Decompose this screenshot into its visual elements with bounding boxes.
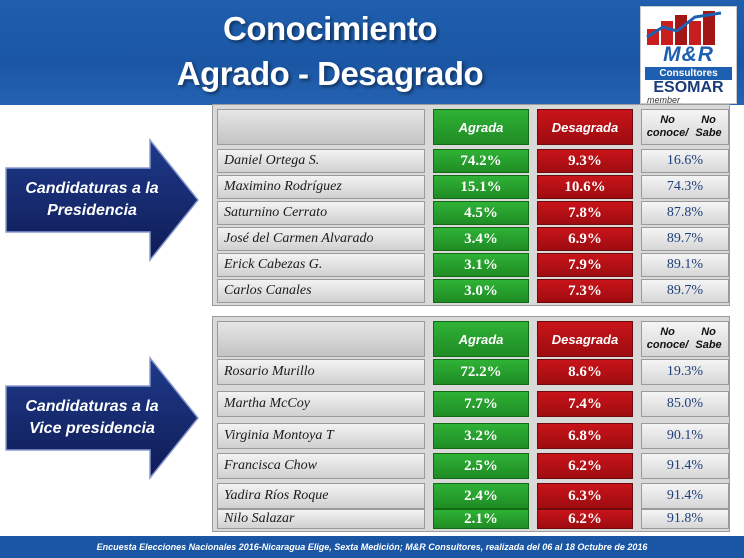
arrow-right-icon <box>5 138 199 262</box>
desagrada-value: 6.2% <box>537 509 633 529</box>
desagrada-value: 7.8% <box>537 201 633 225</box>
header-agrada: Agrada <box>433 109 529 145</box>
candidate-name: Martha McCoy <box>217 391 425 417</box>
candidate-name: Saturnino Cerrato <box>217 201 425 225</box>
no-conoce-value: 91.4% <box>641 453 729 479</box>
no-conoce-value: 90.1% <box>641 423 729 449</box>
agrada-value: 3.4% <box>433 227 529 251</box>
desagrada-value: 7.4% <box>537 391 633 417</box>
desagrada-value: 9.3% <box>537 149 633 173</box>
header-no-conoce-line1: No conoce/ <box>646 114 689 139</box>
table-row: Maximino Rodríguez 15.1% 10.6% 74.3% <box>217 175 729 199</box>
desagrada-value: 6.2% <box>537 453 633 479</box>
header-banner: Conocimiento Agrado - Desagrado <box>0 0 744 105</box>
header-no-conoce: No conoce/No Sabe <box>641 321 729 357</box>
agrada-value: 74.2% <box>433 149 529 173</box>
agrada-value: 3.1% <box>433 253 529 277</box>
logo-brand: M&R <box>663 43 714 66</box>
table-row: Carlos Canales 3.0% 7.3% 89.7% <box>217 279 729 303</box>
candidate-name: Yadira Ríos Roque <box>217 483 425 509</box>
header-name-cell <box>217 109 425 145</box>
vicepresidencia-arrow: Candidaturas a la Vice presidencia <box>4 356 200 480</box>
vicepresidencia-label-line1: Candidaturas a la <box>25 398 159 415</box>
no-conoce-value: 74.3% <box>641 175 729 199</box>
vicepresidencia-table: Agrada Desagrada No conoce/No Sabe Rosar… <box>212 316 730 532</box>
candidate-name: Francisca Chow <box>217 453 425 479</box>
page-subtitle: Agrado - Desagrado <box>176 55 484 92</box>
candidate-name: Carlos Canales <box>217 279 425 303</box>
arrow-right-icon <box>5 356 199 480</box>
table-row: Rosario Murillo 72.2% 8.6% 19.3% <box>217 359 729 385</box>
table-row: Yadira Ríos Roque 2.4% 6.3% 91.4% <box>217 483 729 509</box>
presidencia-label-line1: Candidaturas a la <box>25 180 159 197</box>
agrada-value: 2.4% <box>433 483 529 509</box>
header-no-conoce-line2: No Sabe <box>695 326 722 351</box>
header-no-conoce-line1: No conoce/ <box>646 326 689 351</box>
candidate-name: Rosario Murillo <box>217 359 425 385</box>
agrada-value: 3.0% <box>433 279 529 303</box>
logo-consultores: Consultores <box>645 67 732 80</box>
table-row: Erick Cabezas G. 3.1% 7.9% 89.1% <box>217 253 729 277</box>
candidate-name: Virginia Montoya T <box>217 423 425 449</box>
header-no-conoce: No conoce/No Sabe <box>641 109 729 145</box>
table-row: Daniel Ortega S. 74.2% 9.3% 16.6% <box>217 149 729 173</box>
agrada-value: 72.2% <box>433 359 529 385</box>
desagrada-value: 6.3% <box>537 483 633 509</box>
agrada-value: 2.5% <box>433 453 529 479</box>
agrada-value: 3.2% <box>433 423 529 449</box>
no-conoce-value: 91.4% <box>641 483 729 509</box>
no-conoce-value: 19.3% <box>641 359 729 385</box>
desagrada-value: 10.6% <box>537 175 633 199</box>
table-row: Martha McCoy 7.7% 7.4% 85.0% <box>217 391 729 417</box>
no-conoce-value: 85.0% <box>641 391 729 417</box>
agrada-value: 4.5% <box>433 201 529 225</box>
no-conoce-value: 89.7% <box>641 227 729 251</box>
desagrada-value: 7.3% <box>537 279 633 303</box>
table-row: Saturnino Cerrato 4.5% 7.8% 87.8% <box>217 201 729 225</box>
candidate-name: Daniel Ortega S. <box>217 149 425 173</box>
logo-member: member <box>647 95 681 105</box>
no-conoce-value: 89.7% <box>641 279 729 303</box>
desagrada-value: 6.9% <box>537 227 633 251</box>
candidate-name: Maximino Rodríguez <box>217 175 425 199</box>
desagrada-value: 7.9% <box>537 253 633 277</box>
logo-esomar: ESOMAR <box>653 79 724 96</box>
header-desagrada: Desagrada <box>537 321 633 357</box>
agrada-value: 15.1% <box>433 175 529 199</box>
header-desagrada: Desagrada <box>537 109 633 145</box>
header-agrada: Agrada <box>433 321 529 357</box>
bar-chart-logo-icon <box>646 11 722 45</box>
no-conoce-value: 91.8% <box>641 509 729 529</box>
no-conoce-value: 89.1% <box>641 253 729 277</box>
mr-consultores-logo: M&R Consultores ESOMAR member <box>640 6 737 105</box>
vicepresidencia-label-line2: Vice presidencia <box>29 420 155 437</box>
header-no-conoce-line2: No Sabe <box>695 114 722 139</box>
agrada-value: 2.1% <box>433 509 529 529</box>
page-title: Conocimiento <box>223 10 438 47</box>
table-row: José del Carmen Alvarado 3.4% 6.9% 89.7% <box>217 227 729 251</box>
presidencia-table: Agrada Desagrada No conoce/No Sabe Danie… <box>212 104 730 306</box>
desagrada-value: 8.6% <box>537 359 633 385</box>
agrada-value: 7.7% <box>433 391 529 417</box>
no-conoce-value: 87.8% <box>641 201 729 225</box>
table-row: Nilo Salazar 2.1% 6.2% 91.8% <box>217 509 729 529</box>
footer-source-note: Encuesta Elecciones Nacionales 2016-Nica… <box>0 536 744 558</box>
table-row: Francisca Chow 2.5% 6.2% 91.4% <box>217 453 729 479</box>
table-header-row: Agrada Desagrada No conoce/No Sabe <box>217 321 729 357</box>
presidencia-arrow: Candidaturas a la Presidencia <box>4 138 200 262</box>
table-row: Virginia Montoya T 3.2% 6.8% 90.1% <box>217 423 729 449</box>
desagrada-value: 6.8% <box>537 423 633 449</box>
candidate-name: Nilo Salazar <box>217 509 425 529</box>
no-conoce-value: 16.6% <box>641 149 729 173</box>
presidencia-label-line2: Presidencia <box>47 202 137 219</box>
candidate-name: Erick Cabezas G. <box>217 253 425 277</box>
candidate-name: José del Carmen Alvarado <box>217 227 425 251</box>
header-name-cell <box>217 321 425 357</box>
table-header-row: Agrada Desagrada No conoce/No Sabe <box>217 109 729 145</box>
